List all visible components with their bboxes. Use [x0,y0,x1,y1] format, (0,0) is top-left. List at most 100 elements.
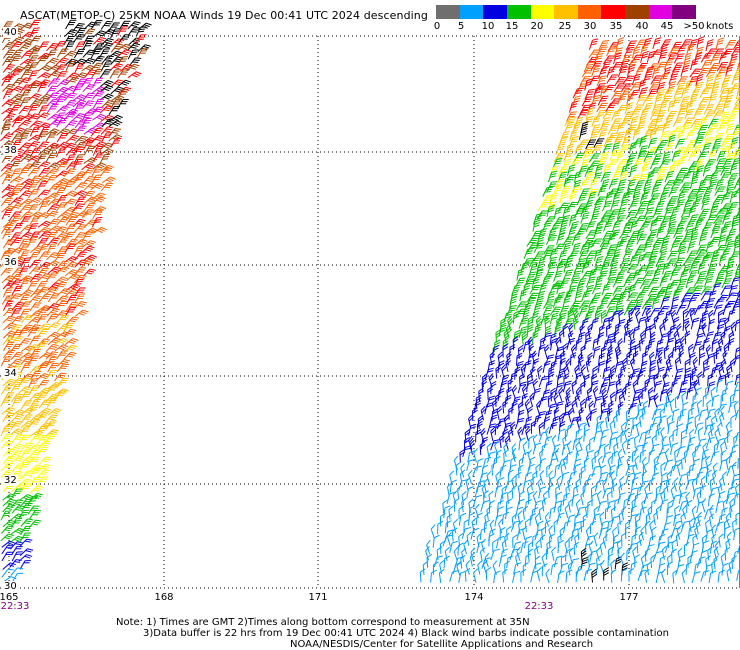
wind-barb [626,547,633,561]
wind-barb [659,241,669,254]
wind-barb [706,399,712,414]
wind-barb [572,121,581,134]
wind-barb [644,548,651,562]
wind-barb [46,243,58,254]
wind-barb [636,265,649,275]
wind-barb [548,470,553,485]
wind-barb [543,344,550,359]
wind-barb [18,275,33,283]
wind-barb [19,128,33,137]
lat-label: 32 [3,475,18,486]
wind-barb [56,161,69,171]
wind-barb [696,151,708,162]
wind-barb [566,514,576,527]
wind-barb [695,519,701,535]
wind-barb [651,434,657,449]
wind-barb [46,308,60,317]
wind-barb [570,352,577,366]
wind-barb [724,240,735,252]
wind-barb [669,442,679,455]
wind-barb [455,461,462,476]
wind-barb [569,129,578,142]
wind-barb [584,478,592,492]
wind-barb [621,136,632,148]
wind-barb [620,83,633,93]
wind-barb [649,158,661,170]
wind-barb [46,260,61,268]
wind-barb [735,208,740,220]
wind-barb [644,66,655,78]
wind-barb [704,298,715,309]
wind-barb [657,305,670,315]
wind-barb [714,540,720,556]
wind-barb [38,440,51,450]
wind-barb [448,505,454,520]
wind-barb [612,248,621,262]
wind-barb [607,269,618,281]
wind-barb [626,299,638,310]
wind-barb [702,164,712,177]
wind-barb [91,68,103,79]
wind-barb [37,435,50,445]
wind-barb [717,337,724,352]
wind-barb [685,220,696,232]
wind-barb [56,211,71,219]
wind-barb [584,165,595,178]
wind-barb [444,546,451,561]
wind-barb [29,310,43,319]
wind-barb [99,93,114,101]
wind-barb [99,85,114,93]
wind-barb [18,327,29,338]
wind-barb [467,450,476,463]
wind-barb [11,413,25,422]
wind-barb [27,344,40,354]
wind-barb [511,484,518,499]
wind-barb [512,541,522,554]
wind-barb [694,422,704,435]
wind-barb [10,443,24,451]
wind-barb [679,270,689,282]
wind-barb [694,193,703,206]
wind-barb [549,192,558,205]
wind-barb [605,414,611,429]
wind-barb [527,491,535,505]
wind-barb [11,315,24,325]
wind-barb [29,399,41,409]
wind-barb [682,504,687,520]
wind-barb [642,129,654,141]
wind-barb [666,505,673,519]
wind-barb [28,161,41,170]
wind-barb [579,188,590,199]
wind-barb [470,547,476,562]
wind-barb [9,324,23,333]
wind-barb [436,546,443,561]
wind-barb [592,283,603,294]
wind-barb [638,87,648,99]
wind-barb [66,76,80,85]
wind-barb [549,476,555,490]
wind-barb [474,484,484,497]
wind-barb [37,189,51,198]
wind-barb [656,167,668,177]
wind-barb [470,527,480,540]
wind-barb [659,44,669,57]
wind-barb [56,79,71,88]
wind-barb [11,409,26,417]
wind-barb [606,298,619,309]
wind-barb [127,21,141,30]
wind-barb [63,322,75,333]
wind-barb [56,195,68,205]
wind-barb [72,203,85,212]
wind-barb [45,231,58,241]
wind-barb [594,479,604,492]
wind-barb [507,427,514,442]
wind-barb [716,345,722,360]
wind-barb [655,89,666,100]
wind-barb [671,548,677,563]
wind-barb [667,221,677,233]
wind-barb [618,510,625,525]
wind-barb [426,540,431,555]
wind-barb [722,133,735,143]
wind-barb [56,48,69,58]
wind-barb [574,170,582,183]
